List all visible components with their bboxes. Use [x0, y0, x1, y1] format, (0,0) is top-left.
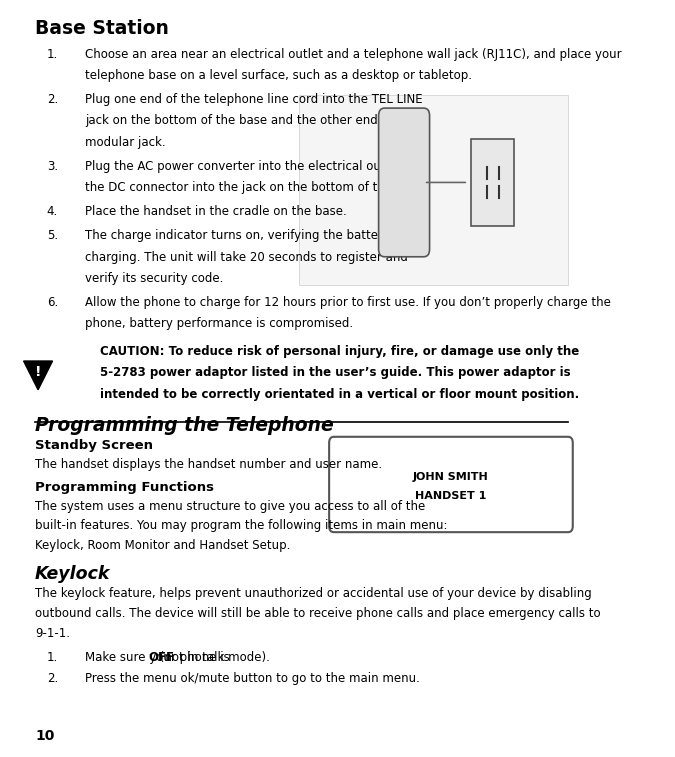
Text: Plug the AC power converter into the electrical outlet and: Plug the AC power converter into the ele…: [85, 160, 427, 173]
Text: Allow the phone to charge for 12 hours prior to first use. If you don’t properly: Allow the phone to charge for 12 hours p…: [85, 296, 611, 309]
Text: charging. The unit will take 20 seconds to register and: charging. The unit will take 20 seconds …: [85, 251, 408, 263]
Text: Programming Functions: Programming Functions: [35, 481, 214, 494]
Text: Programming the Telephone: Programming the Telephone: [35, 416, 334, 435]
Text: 3.: 3.: [47, 160, 58, 173]
FancyBboxPatch shape: [329, 437, 573, 532]
Text: built-in features. You may program the following items in main menu:: built-in features. You may program the f…: [35, 519, 448, 532]
Text: Keylock: Keylock: [35, 565, 111, 583]
Text: 4.: 4.: [47, 205, 58, 218]
Text: 5-2783 power adaptor listed in the user’s guide. This power adaptor is: 5-2783 power adaptor listed in the user’…: [99, 366, 570, 379]
Text: Plug one end of the telephone line cord into the TEL LINE: Plug one end of the telephone line cord …: [85, 93, 423, 106]
Text: phone, battery performance is compromised.: phone, battery performance is compromise…: [85, 317, 353, 330]
Text: The system uses a menu structure to give you access to all of the: The system uses a menu structure to give…: [35, 500, 425, 512]
Text: 10: 10: [35, 730, 55, 743]
Text: (not in talk mode).: (not in talk mode).: [156, 651, 270, 664]
FancyBboxPatch shape: [298, 95, 568, 285]
Text: CAUTION: To reduce risk of personal injury, fire, or damage use only the: CAUTION: To reduce risk of personal inju…: [99, 345, 578, 358]
Text: intended to be correctly orientated in a vertical or floor mount position.: intended to be correctly orientated in a…: [99, 388, 578, 400]
FancyBboxPatch shape: [471, 139, 514, 226]
Text: Base Station: Base Station: [35, 19, 169, 38]
Text: jack on the bottom of the base and the other end into a: jack on the bottom of the base and the o…: [85, 114, 415, 127]
Text: Place the handset in the cradle on the base.: Place the handset in the cradle on the b…: [85, 205, 347, 218]
Text: The charge indicator turns on, verifying the battery is: The charge indicator turns on, verifying…: [85, 229, 403, 242]
Text: 2.: 2.: [47, 672, 58, 685]
Text: outbound calls. The device will still be able to receive phone calls and place e: outbound calls. The device will still be…: [35, 607, 601, 620]
Text: modular jack.: modular jack.: [85, 136, 165, 148]
Text: 5.: 5.: [47, 229, 58, 242]
Text: Standby Screen: Standby Screen: [35, 439, 153, 452]
Text: Press the menu ok/mute button to go to the main menu.: Press the menu ok/mute button to go to t…: [85, 672, 420, 685]
Text: The keylock feature, helps prevent unauthorized or accidental use of your device: The keylock feature, helps prevent unaut…: [35, 587, 592, 600]
Text: Keylock, Room Monitor and Handset Setup.: Keylock, Room Monitor and Handset Setup.: [35, 539, 290, 552]
Text: 6.: 6.: [47, 296, 58, 309]
Text: HANDSET 1: HANDSET 1: [415, 491, 487, 501]
Text: the DC connector into the jack on the bottom of the base.: the DC connector into the jack on the bo…: [85, 181, 428, 194]
Polygon shape: [24, 361, 53, 390]
Text: verify its security code.: verify its security code.: [85, 272, 223, 285]
Text: 9-1-1.: 9-1-1.: [35, 627, 70, 640]
Text: 1.: 1.: [47, 48, 58, 61]
Text: 2.: 2.: [47, 93, 58, 106]
Text: OFF: OFF: [148, 651, 174, 664]
Text: Choose an area near an electrical outlet and a telephone wall jack (RJ11C), and : Choose an area near an electrical outlet…: [85, 48, 622, 61]
Text: !: !: [35, 365, 41, 378]
FancyBboxPatch shape: [379, 108, 429, 257]
Text: telephone base on a level surface, such as a desktop or tabletop.: telephone base on a level surface, such …: [85, 69, 472, 82]
Text: 1.: 1.: [47, 651, 58, 664]
Text: The handset displays the handset number and user name.: The handset displays the handset number …: [35, 458, 382, 471]
Text: Make sure your phone is: Make sure your phone is: [85, 651, 234, 664]
Text: JOHN SMITH: JOHN SMITH: [413, 472, 489, 482]
